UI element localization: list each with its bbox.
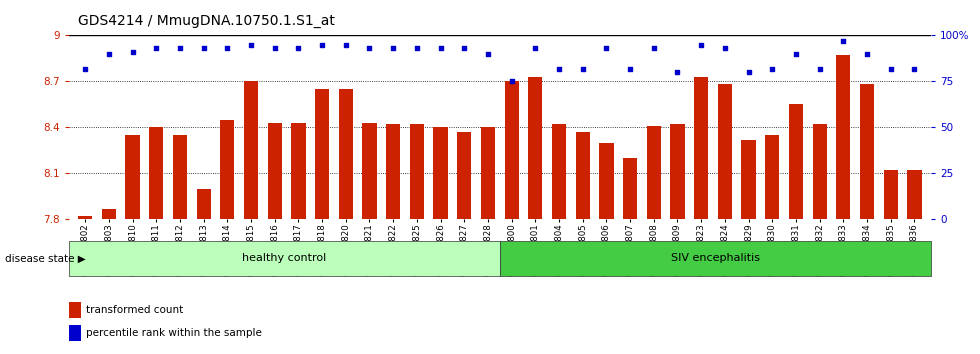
Point bbox=[883, 66, 899, 72]
Bar bbox=[69, 241, 500, 276]
Point bbox=[906, 66, 922, 72]
Bar bbox=[742, 140, 756, 219]
Point bbox=[717, 45, 733, 51]
Bar bbox=[457, 132, 471, 219]
Bar bbox=[69, 302, 80, 318]
Bar bbox=[410, 124, 424, 219]
Bar bbox=[694, 77, 709, 219]
Point bbox=[480, 51, 496, 57]
Bar bbox=[78, 216, 92, 219]
Point bbox=[788, 51, 804, 57]
Point bbox=[291, 45, 307, 51]
Bar bbox=[647, 126, 661, 219]
Point bbox=[551, 66, 566, 72]
Bar bbox=[433, 127, 448, 219]
Bar bbox=[149, 127, 164, 219]
Bar bbox=[789, 104, 803, 219]
Bar bbox=[386, 124, 400, 219]
Point bbox=[243, 42, 259, 47]
Point bbox=[622, 66, 638, 72]
Text: percentile rank within the sample: percentile rank within the sample bbox=[86, 328, 262, 338]
Text: GDS4214 / MmugDNA.10750.1.S1_at: GDS4214 / MmugDNA.10750.1.S1_at bbox=[78, 14, 335, 28]
Point bbox=[148, 45, 164, 51]
Text: disease state ▶: disease state ▶ bbox=[5, 253, 85, 263]
Bar bbox=[268, 123, 282, 219]
Bar bbox=[600, 143, 613, 219]
Bar bbox=[717, 85, 732, 219]
Point bbox=[764, 66, 780, 72]
Bar bbox=[907, 170, 921, 219]
Point bbox=[669, 69, 685, 75]
Bar bbox=[197, 189, 211, 219]
Bar bbox=[836, 55, 851, 219]
Bar bbox=[575, 132, 590, 219]
Point bbox=[693, 42, 709, 47]
Point bbox=[172, 45, 188, 51]
Bar bbox=[859, 85, 874, 219]
Bar bbox=[481, 127, 495, 219]
Point bbox=[599, 45, 614, 51]
Point bbox=[362, 45, 377, 51]
Point bbox=[124, 49, 140, 55]
Text: transformed count: transformed count bbox=[86, 305, 183, 315]
Bar bbox=[291, 123, 306, 219]
Bar bbox=[552, 124, 566, 219]
Point bbox=[315, 42, 330, 47]
Point bbox=[527, 45, 543, 51]
Point bbox=[77, 66, 93, 72]
Bar bbox=[500, 241, 931, 276]
Bar bbox=[623, 158, 637, 219]
Bar bbox=[315, 89, 329, 219]
Point bbox=[220, 45, 235, 51]
Point bbox=[267, 45, 282, 51]
Point bbox=[385, 45, 401, 51]
Bar bbox=[812, 124, 827, 219]
Point bbox=[433, 45, 449, 51]
Point bbox=[811, 66, 827, 72]
Bar bbox=[102, 209, 116, 219]
Point bbox=[836, 38, 852, 44]
Point bbox=[575, 66, 591, 72]
Bar bbox=[244, 81, 258, 219]
Point bbox=[101, 51, 117, 57]
Bar bbox=[528, 77, 543, 219]
Bar bbox=[172, 135, 187, 219]
Bar bbox=[125, 135, 140, 219]
Text: SIV encephalitis: SIV encephalitis bbox=[671, 253, 760, 263]
Bar bbox=[363, 123, 376, 219]
Point bbox=[646, 45, 662, 51]
Point bbox=[457, 45, 472, 51]
Point bbox=[504, 79, 519, 84]
Point bbox=[859, 51, 875, 57]
Bar bbox=[505, 81, 518, 219]
Point bbox=[338, 42, 354, 47]
Bar bbox=[765, 135, 779, 219]
Point bbox=[741, 69, 757, 75]
Bar bbox=[220, 120, 234, 219]
Point bbox=[196, 45, 212, 51]
Bar bbox=[884, 170, 898, 219]
Bar bbox=[339, 89, 353, 219]
Text: healthy control: healthy control bbox=[242, 253, 326, 263]
Bar bbox=[670, 124, 685, 219]
Bar bbox=[69, 325, 80, 341]
Point bbox=[409, 45, 424, 51]
